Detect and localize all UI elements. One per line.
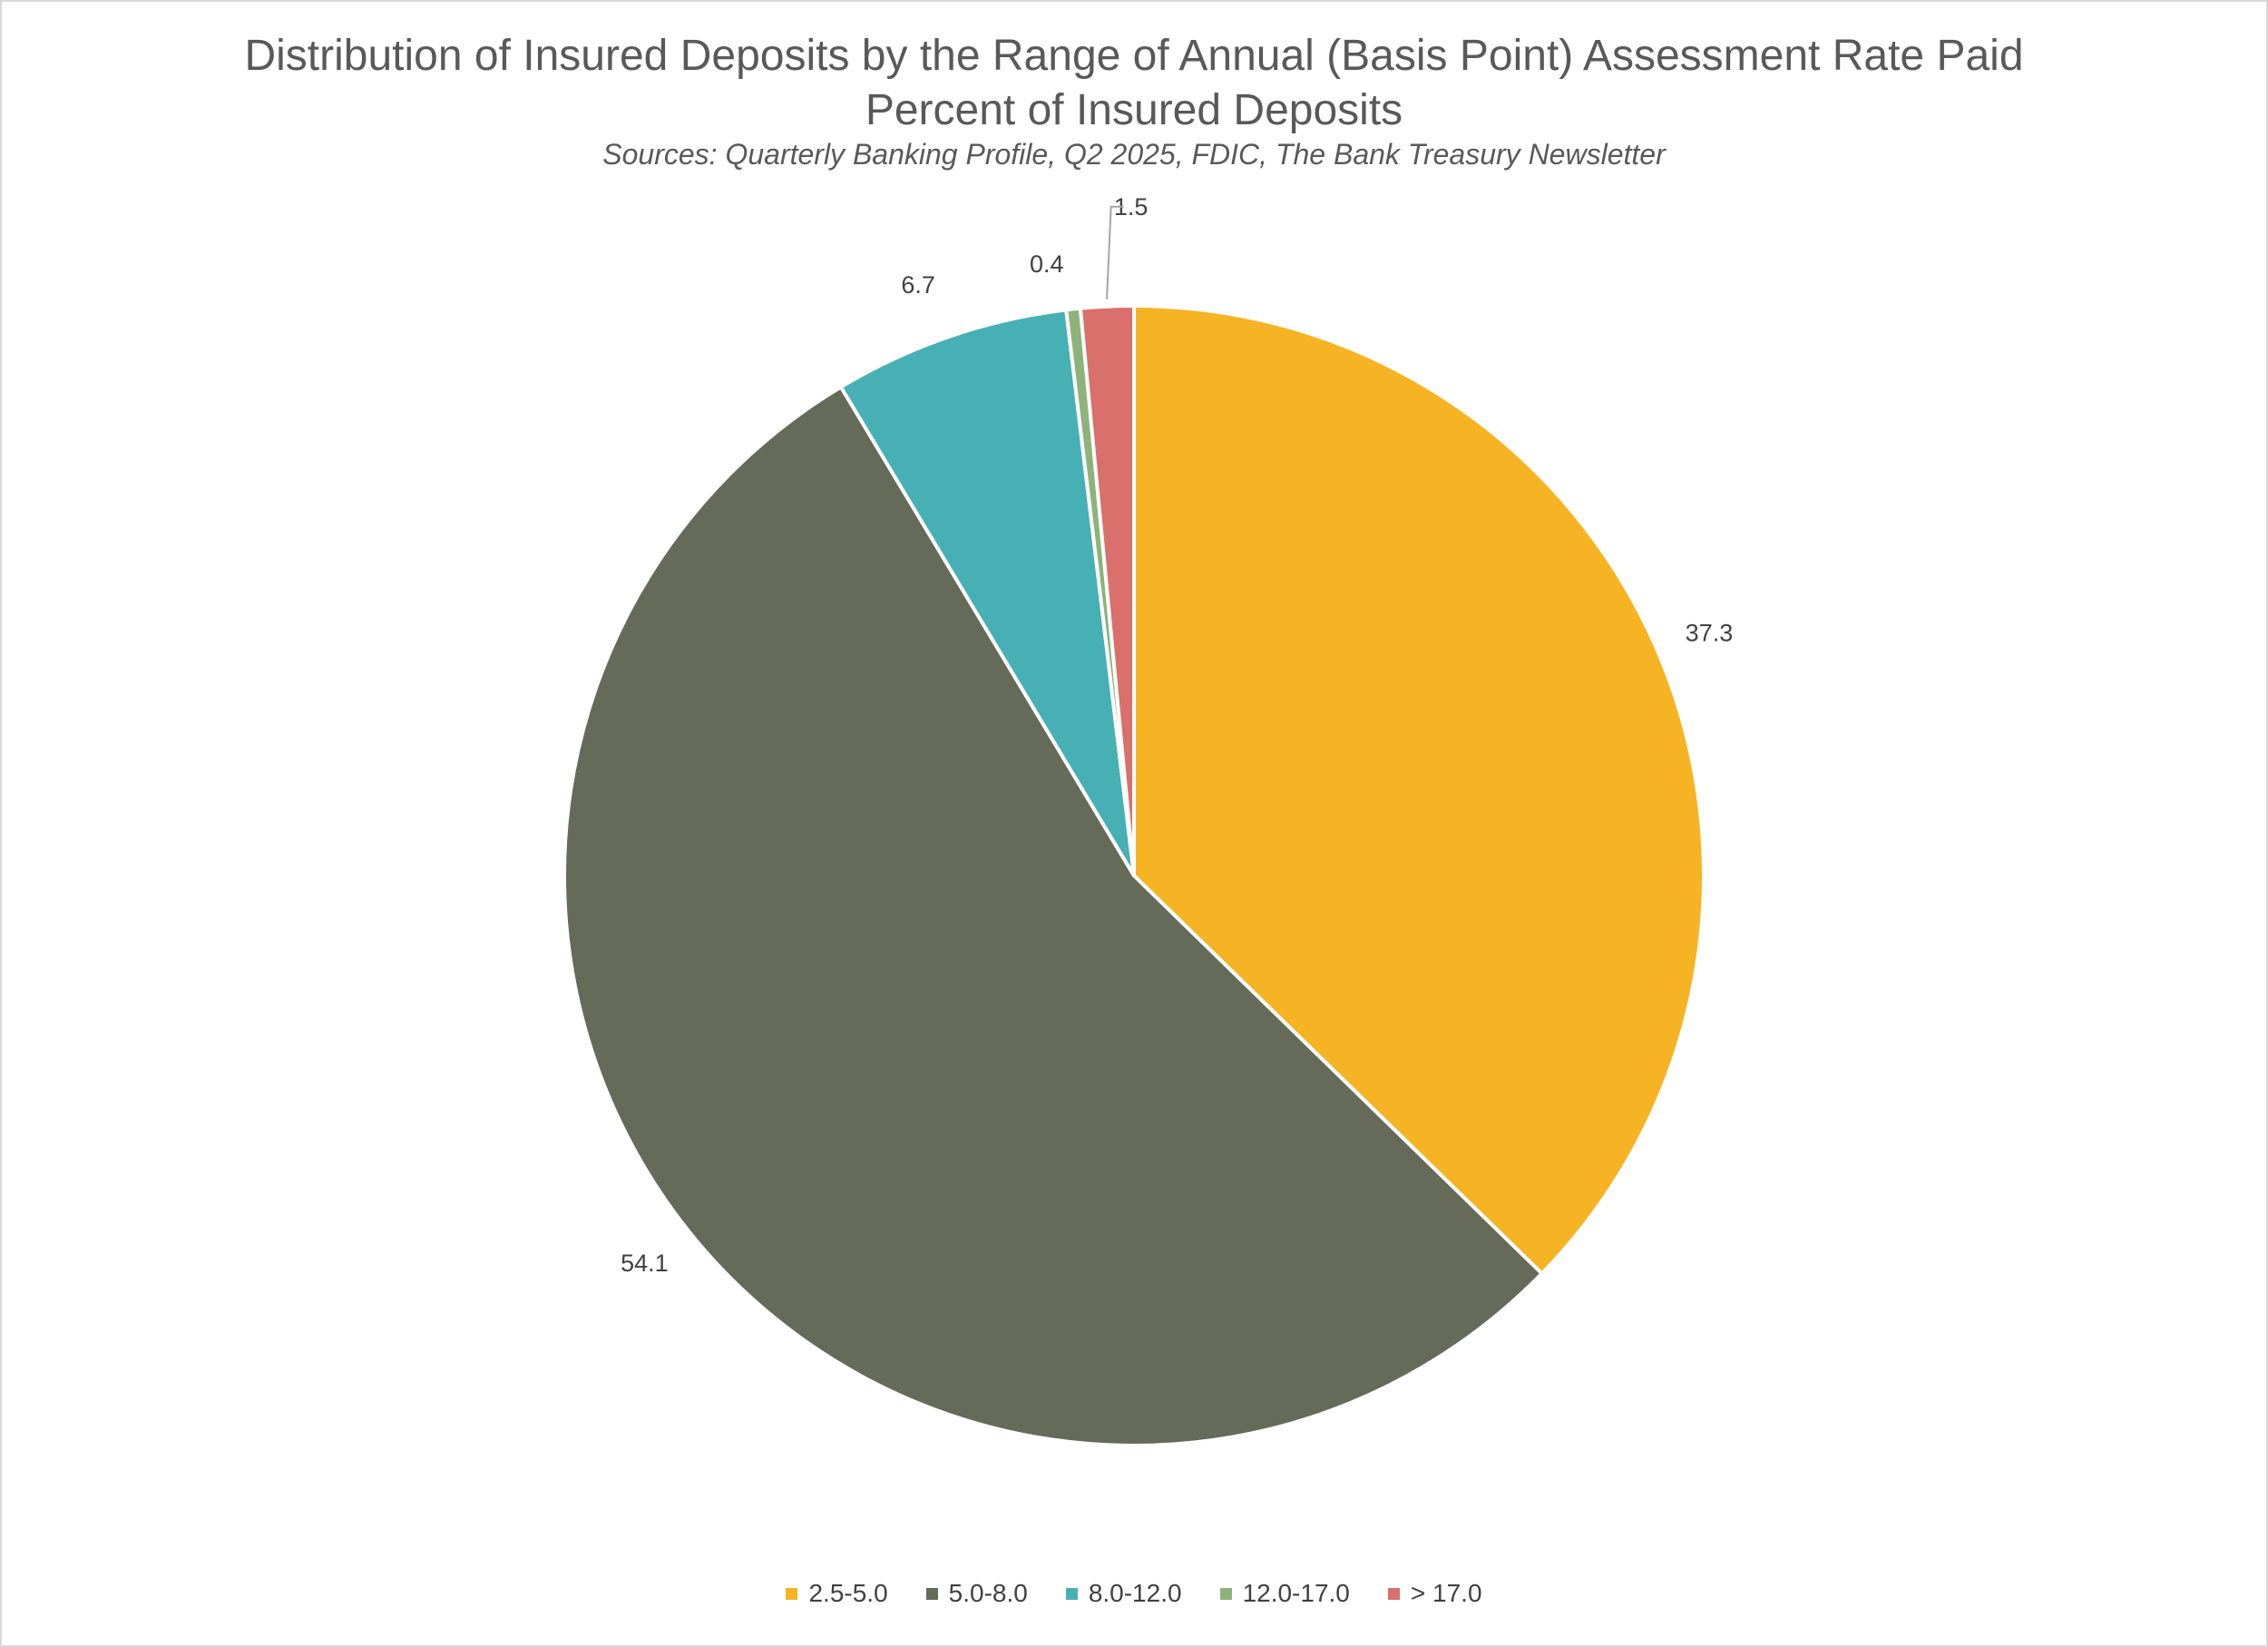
legend-label: 12.0-17.0	[1242, 1579, 1350, 1607]
data-label-5-0-8-0: 54.1	[621, 1250, 669, 1277]
chart-subtitle: Percent of Insured Deposits	[865, 86, 1403, 134]
legend-swatch	[1219, 1587, 1232, 1600]
legend-item-gt-17-0: > 17.0	[1387, 1579, 1482, 1608]
pie-slice-gt-17-0	[1078, 303, 1136, 877]
legend-item-2-5-5-0: 2.5-5.0	[786, 1579, 888, 1608]
legend-label: 2.5-5.0	[808, 1579, 888, 1607]
legend-swatch	[925, 1587, 938, 1600]
data-label-8-0-12-0: 6.7	[901, 271, 935, 299]
pie-slice-8-0-12-0	[838, 308, 1136, 877]
legend-item-12-0-17-0: 12.0-17.0	[1219, 1579, 1350, 1608]
data-label-12-0-17-0: 0.4	[1030, 250, 1064, 278]
legend: 2.5-5.0 5.0-8.0 8.0-12.0 12.0-17.0 > 17.…	[0, 1579, 2268, 1608]
legend-item-5-0-8-0: 5.0-8.0	[925, 1579, 1028, 1608]
data-label-2-5-5-0: 37.3	[1686, 620, 1734, 647]
pie-slice-2-5-5-0	[1132, 303, 1706, 1277]
legend-swatch	[1387, 1587, 1400, 1600]
legend-label: > 17.0	[1410, 1579, 1482, 1607]
legend-item-8-0-12-0: 8.0-12.0	[1065, 1579, 1182, 1608]
legend-swatch	[1065, 1587, 1078, 1600]
legend-swatch	[786, 1587, 798, 1600]
chart-source: Sources: Quarterly Banking Profile, Q2 2…	[602, 138, 1666, 171]
pie-slice-5-0-8-0	[562, 384, 1545, 1447]
legend-label: 8.0-12.0	[1088, 1579, 1182, 1607]
chart-title: Distribution of Insured Deposits by the …	[244, 32, 2024, 80]
leader-line-gt-17-0	[1106, 205, 1124, 299]
legend-label: 5.0-8.0	[948, 1579, 1028, 1607]
